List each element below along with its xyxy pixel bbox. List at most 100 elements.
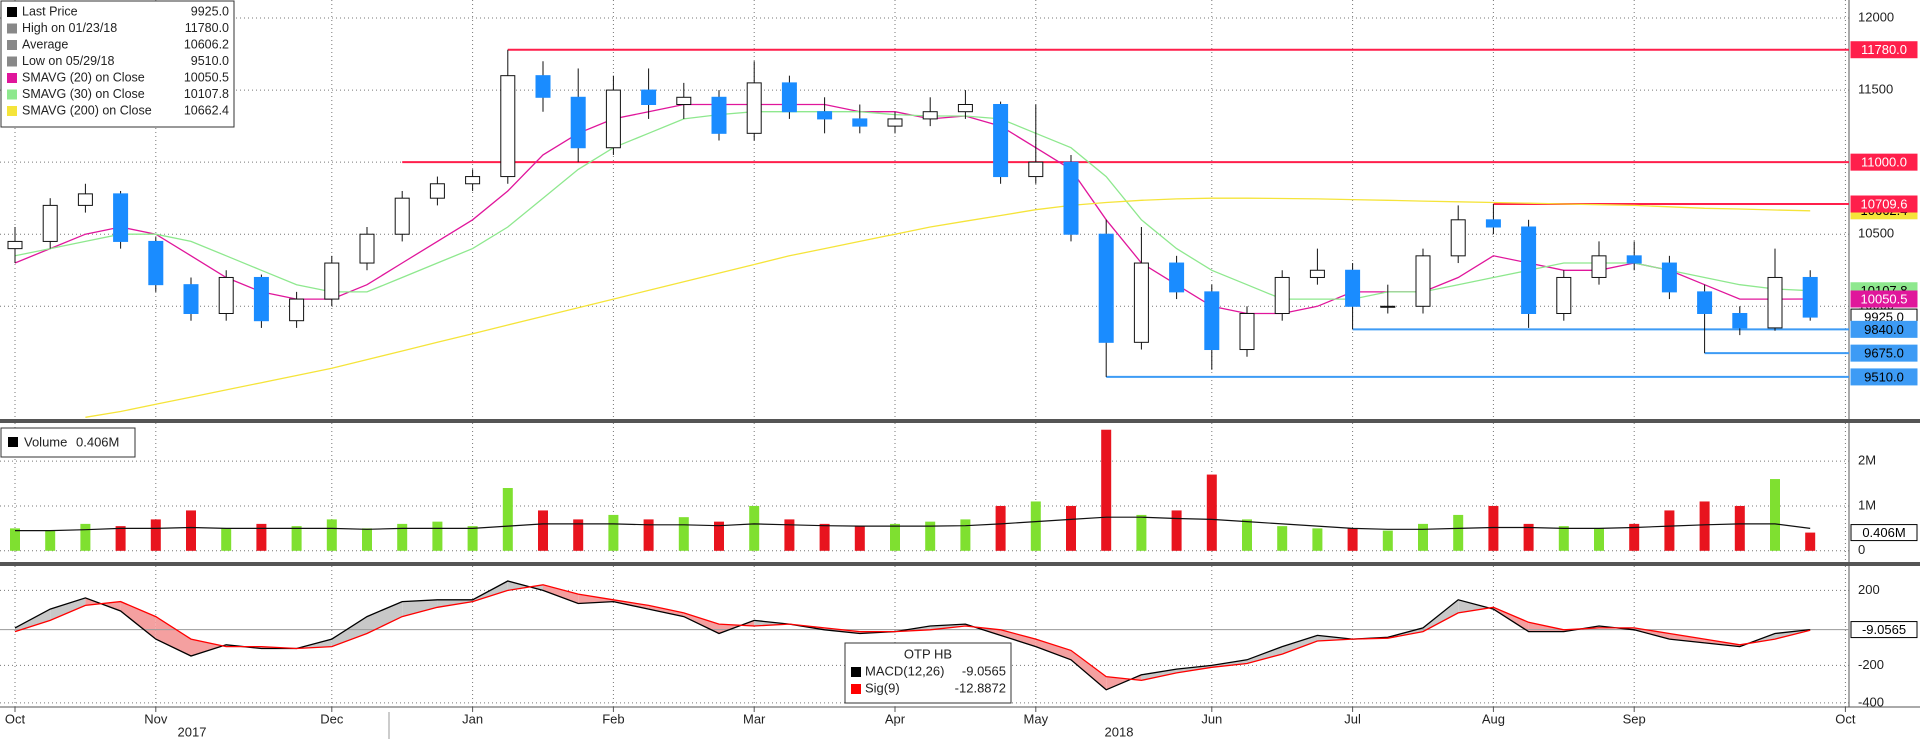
volume-bar bbox=[1171, 510, 1182, 551]
volume-bar bbox=[573, 519, 584, 551]
volume-bar bbox=[291, 526, 302, 551]
level-label-box bbox=[1850, 368, 1918, 386]
volume-bar bbox=[1523, 523, 1534, 551]
macd-fill bbox=[402, 599, 438, 617]
y-tick-label: 200 bbox=[1858, 582, 1880, 597]
level-label: 9925.0 bbox=[1864, 310, 1904, 325]
legend-swatch bbox=[7, 56, 17, 67]
volume-bar bbox=[1347, 528, 1358, 551]
macd-fill bbox=[367, 601, 403, 634]
volume-bar bbox=[1699, 501, 1710, 551]
candle-body bbox=[1626, 255, 1642, 264]
level-label: 11780.0 bbox=[1861, 42, 1907, 57]
legend-swatch bbox=[7, 89, 17, 100]
x-tick-label: Jun bbox=[1201, 711, 1222, 726]
y-tick-label: 11500 bbox=[1858, 82, 1893, 97]
volume-bar bbox=[678, 517, 689, 551]
legend-name: MACD(12,26) bbox=[865, 663, 944, 678]
legend-name: SMAVG (20) on Close bbox=[22, 70, 145, 84]
volume-bar bbox=[854, 526, 865, 551]
volume-bar bbox=[1136, 514, 1147, 551]
legend-name: Sig(9) bbox=[865, 680, 900, 695]
level-label-box bbox=[1850, 41, 1918, 59]
volume-bar bbox=[1312, 528, 1323, 551]
candle-body bbox=[1591, 255, 1607, 278]
candle-body bbox=[1767, 276, 1783, 329]
y-tick-label: 2M bbox=[1858, 453, 1876, 468]
candle-body bbox=[1661, 262, 1677, 293]
volume-average bbox=[15, 516, 1811, 532]
volume-bar bbox=[749, 505, 760, 551]
candle-body bbox=[887, 118, 903, 127]
candle-body bbox=[993, 103, 1009, 178]
candle-body bbox=[1485, 219, 1501, 228]
level-label-box bbox=[1850, 344, 1918, 362]
volume-bar bbox=[10, 528, 20, 551]
macd-fill bbox=[1106, 674, 1142, 690]
candle-body bbox=[77, 193, 93, 206]
x-tick-label: Apr bbox=[885, 711, 906, 726]
macd-fill bbox=[331, 616, 367, 647]
candle-body bbox=[1415, 255, 1431, 307]
level-label: 11000.0 bbox=[1861, 155, 1907, 170]
macd-fill bbox=[1458, 599, 1494, 613]
level-label-box bbox=[1850, 153, 1918, 171]
volume-bar bbox=[608, 514, 619, 551]
legend-name: SMAVG (30) on Close bbox=[22, 87, 145, 101]
volume-bar bbox=[1242, 519, 1252, 551]
macd-line bbox=[14, 580, 1811, 691]
candle-body bbox=[253, 276, 269, 322]
volume-bar bbox=[1101, 429, 1112, 551]
macd-fill bbox=[1669, 633, 1705, 643]
volume-bar bbox=[925, 521, 936, 551]
volume-bar bbox=[1382, 530, 1393, 551]
candle-body bbox=[1556, 276, 1572, 314]
legend-name: SMAVG (200) on Close bbox=[22, 103, 152, 117]
y-tick-label: 10500 bbox=[1858, 226, 1894, 241]
volume-bar bbox=[1734, 505, 1745, 551]
candle-body bbox=[1098, 233, 1114, 343]
legend-value: 10662.4 bbox=[184, 103, 229, 117]
level-label: 10050.5 bbox=[1861, 291, 1908, 306]
candle-body bbox=[218, 276, 234, 314]
candle-body bbox=[817, 111, 833, 120]
volume-bar bbox=[1277, 526, 1288, 551]
macd-last-label: -9.0565 bbox=[1862, 622, 1906, 637]
candle-body bbox=[1204, 291, 1220, 351]
candle-body bbox=[957, 103, 973, 113]
volume-bar bbox=[1629, 523, 1640, 551]
y-tick-label: -400 bbox=[1858, 694, 1884, 709]
candle-body bbox=[113, 193, 129, 242]
legend-swatch bbox=[7, 40, 17, 50]
x-tick-label: Jan bbox=[462, 711, 483, 726]
level-label-box bbox=[1850, 195, 1918, 213]
volume-bar bbox=[221, 528, 232, 551]
level-label: 9675.0 bbox=[1864, 346, 1904, 361]
candle-body bbox=[1732, 312, 1748, 329]
legend-value: -9.0565 bbox=[962, 663, 1006, 678]
volume-bar bbox=[467, 526, 478, 551]
candle-body bbox=[711, 96, 727, 134]
candle-body bbox=[1697, 291, 1713, 314]
legend-swatch bbox=[7, 7, 17, 17]
macd-line bbox=[14, 584, 1811, 682]
candle-body bbox=[1133, 262, 1149, 343]
candle-body bbox=[1169, 262, 1185, 293]
candle-body bbox=[465, 176, 481, 185]
volume-bar bbox=[1558, 526, 1569, 551]
candle-body bbox=[1239, 312, 1255, 351]
panel-divider bbox=[0, 562, 1920, 566]
volume-last-label-box bbox=[1850, 524, 1918, 542]
legend-swatch bbox=[7, 23, 17, 34]
volume-bar bbox=[502, 488, 513, 551]
x-tick-label: Nov bbox=[144, 711, 168, 726]
x-tick-label: Aug bbox=[1482, 711, 1505, 726]
macd-fill bbox=[155, 616, 191, 656]
volume-bar bbox=[256, 523, 267, 551]
volume-bar bbox=[1805, 532, 1816, 551]
macd-fill bbox=[543, 584, 579, 604]
candle-body bbox=[852, 118, 868, 127]
